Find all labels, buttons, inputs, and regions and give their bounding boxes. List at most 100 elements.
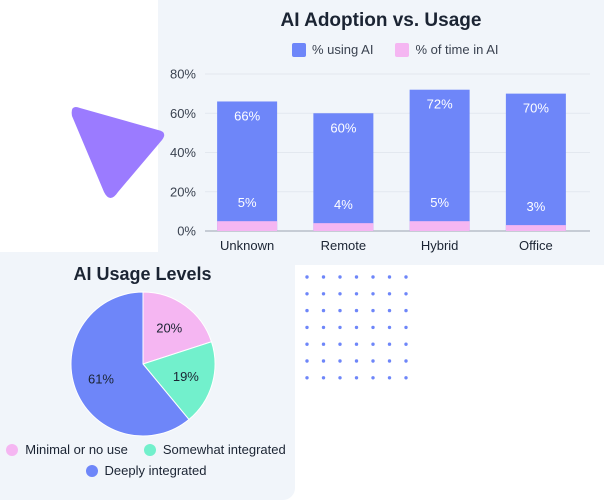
legend-dot-somewhat xyxy=(143,443,156,456)
grid-dot xyxy=(387,342,392,346)
legend-dot-deeply xyxy=(85,464,98,477)
grid-dot xyxy=(387,275,392,279)
y-tick-label: 0% xyxy=(177,224,196,239)
bar-y-ticks: 0% 20% 40% 60% 80% xyxy=(170,67,196,239)
bar-time-in-ai xyxy=(313,223,374,231)
grid-dot xyxy=(338,308,342,313)
pie-slice-label: 61% xyxy=(88,372,114,387)
bar-time-in-ai xyxy=(505,225,566,231)
bar-x-ticks: Unknown Remote Hybrid Office xyxy=(220,238,553,253)
legend-swatch-using-ai xyxy=(292,42,306,57)
grid-dot xyxy=(387,292,392,296)
grid-dot xyxy=(354,342,359,346)
grid-dot xyxy=(371,275,375,279)
data-label-time-in-ai: 5% xyxy=(238,195,257,210)
y-tick-label: 80% xyxy=(170,67,196,82)
data-label-time-in-ai: 3% xyxy=(526,199,545,214)
grid-dot xyxy=(338,275,342,279)
grid-dot xyxy=(371,325,375,330)
grid-dot xyxy=(305,292,309,296)
legend-item-deeply: Deeply integrated xyxy=(85,463,207,478)
grid-dot xyxy=(371,359,375,363)
play-triangle-icon xyxy=(71,107,165,198)
grid-dot xyxy=(354,376,359,380)
grid-dot xyxy=(371,376,375,380)
x-tick-label: Remote xyxy=(321,238,367,253)
data-label-using-ai: 72% xyxy=(427,97,453,112)
grid-dot xyxy=(404,342,408,346)
grid-dot xyxy=(338,342,342,346)
x-tick-label: Office xyxy=(519,238,553,253)
grid-dot xyxy=(404,292,408,296)
legend-item-minimal: Minimal or no use xyxy=(6,442,128,457)
grid-dot xyxy=(371,342,375,346)
legend-item-time-in-ai: % of time in AI xyxy=(395,42,499,57)
pie-slice xyxy=(142,341,216,421)
legend-dot-minimal xyxy=(6,443,19,456)
grid-dot xyxy=(371,292,375,296)
bar-chart-title: AI Adoption vs. Usage xyxy=(280,10,482,31)
grid-dot xyxy=(404,325,408,330)
legend-label-time-in-ai: % of time in AI xyxy=(415,42,499,57)
grid-dot xyxy=(338,292,342,296)
grid-dot xyxy=(404,275,408,279)
bar-using-ai xyxy=(505,93,566,231)
bar-using-ai xyxy=(313,113,374,231)
grid-dot xyxy=(305,342,309,346)
legend-label-using-ai: % using AI xyxy=(312,42,374,57)
grid-dot xyxy=(338,325,342,330)
bar-legend: % using AI % of time in AI xyxy=(292,42,499,57)
grid-dot xyxy=(321,292,326,296)
grid-dot xyxy=(305,308,309,313)
grid-dot xyxy=(387,359,392,363)
legend-label-minimal: Minimal or no use xyxy=(25,442,128,457)
pie-slice xyxy=(70,291,190,437)
grid-dot xyxy=(338,376,342,380)
grid-dot xyxy=(321,308,326,313)
grid-dot xyxy=(321,325,326,330)
pie-slice-label: 19% xyxy=(173,369,199,384)
grid-dot xyxy=(305,376,309,380)
pie-slice xyxy=(142,291,213,365)
legend-label-deeply: Deeply integrated xyxy=(104,463,207,478)
data-label-using-ai: 60% xyxy=(330,120,356,135)
grid-dot xyxy=(305,275,309,279)
grid-dot xyxy=(387,325,392,330)
grid-dot xyxy=(387,376,392,380)
data-label-time-in-ai: 5% xyxy=(430,195,449,210)
pie-legend: Minimal or no use Somewhat integrated De… xyxy=(0,442,292,484)
grid-dot xyxy=(387,308,392,313)
grid-dot xyxy=(371,308,375,313)
pie-legend-row: Minimal or no use Somewhat integrated xyxy=(0,442,292,457)
pie-chart-title: AI Usage Levels xyxy=(73,264,212,284)
dot-grid-icon xyxy=(305,275,408,380)
grid-dot xyxy=(354,292,359,296)
legend-item-using-ai: % using AI xyxy=(292,42,373,57)
legend-label-somewhat: Somewhat integrated xyxy=(162,442,286,457)
x-tick-label: Unknown xyxy=(220,238,274,253)
grid-dot xyxy=(338,359,342,363)
grid-dot xyxy=(321,376,326,380)
grid-dot xyxy=(321,342,326,346)
data-label-time-in-ai: 4% xyxy=(334,197,353,212)
bar-marks: 66% 5% 60% 4% 72% 5% 70% 3% xyxy=(217,89,566,231)
legend-swatch-time-in-ai xyxy=(395,42,410,57)
grid-dot xyxy=(321,359,326,363)
x-tick-label: Hybrid xyxy=(421,238,459,253)
grid-dot xyxy=(305,359,309,363)
data-label-using-ai: 66% xyxy=(234,108,260,123)
y-tick-label: 20% xyxy=(170,184,196,199)
grid-dot xyxy=(404,308,408,313)
grid-dot xyxy=(354,275,359,279)
bar-time-in-ai xyxy=(409,221,470,231)
pie-legend-row: Deeply integrated xyxy=(0,463,292,478)
bar-time-in-ai xyxy=(217,221,278,231)
grid-dot xyxy=(305,325,309,330)
grid-dot xyxy=(354,359,359,363)
y-tick-label: 40% xyxy=(170,145,196,160)
y-tick-label: 60% xyxy=(170,106,196,121)
grid-dot xyxy=(354,325,359,330)
grid-dot xyxy=(404,376,408,380)
